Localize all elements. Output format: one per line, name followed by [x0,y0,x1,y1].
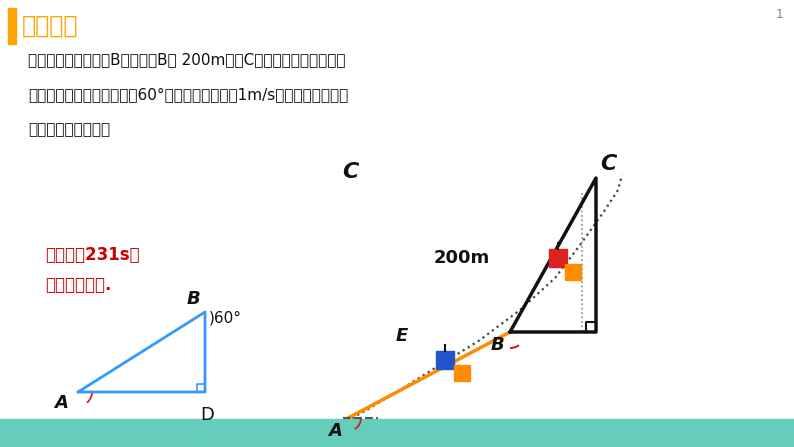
Text: 新课讲解: 新课讲解 [22,14,79,38]
Text: B: B [490,336,504,354]
Text: 间才能到达目的地？: 间才能到达目的地？ [28,122,110,138]
Text: D: D [200,406,214,424]
Text: A: A [54,394,68,412]
Bar [8,8,16,44]
Bar [454,365,470,381]
Text: C: C [341,162,358,182]
Text: 行驶路线与水平面的夹角为60°，缆车行进速度为1m/s，棋棋需要多长时: 行驶路线与水平面的夹角为60°，缆车行进速度为1m/s，棋棋需要多长时 [28,88,349,102]
Text: )60°: )60° [209,311,242,325]
Text: 能到达目的地.: 能到达目的地. [45,276,111,294]
Bar [549,249,567,267]
Text: 200m: 200m [434,249,490,267]
Bar [0,419,794,447]
Text: 棋棋需要231s才: 棋棋需要231s才 [45,246,140,264]
Text: C: C [600,154,616,174]
Text: B: B [187,290,200,308]
Bar [436,351,454,369]
Text: 1: 1 [776,8,784,21]
Text: E: E [395,327,408,345]
Text: A: A [328,422,342,440]
Text: 棋棋乘缆车继续从点B到达比点B高 200m的点C，如果这段路程缆车的: 棋棋乘缆车继续从点B到达比点B高 200m的点C，如果这段路程缆车的 [28,52,345,67]
Bar [565,264,581,280]
